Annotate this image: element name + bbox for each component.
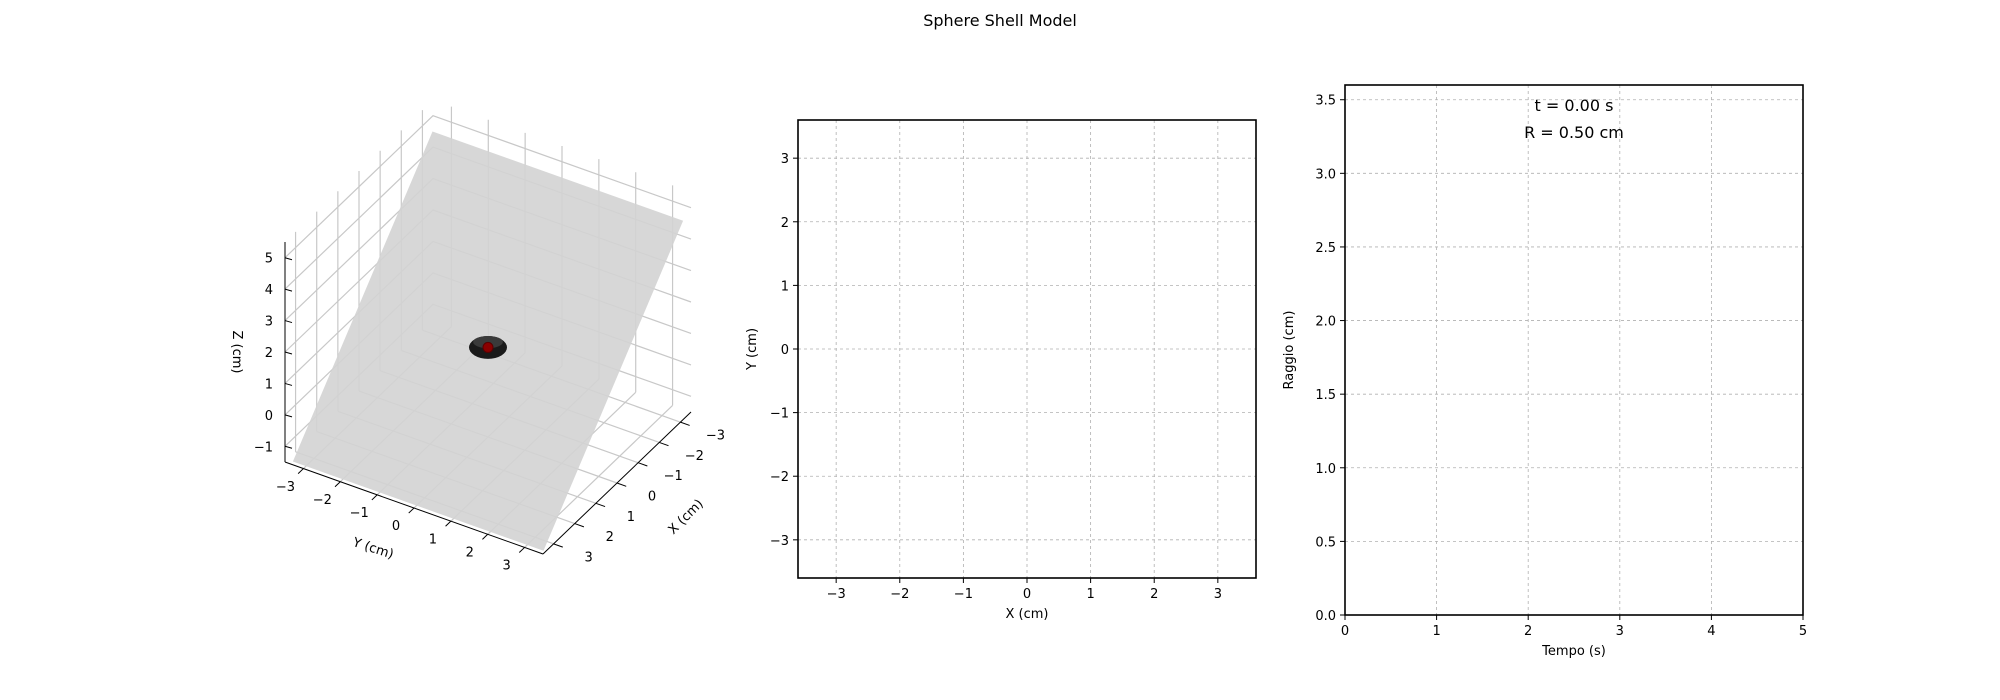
sphere-center-marker	[482, 341, 494, 353]
panel-xy-trajectory: −3 −2 −1 0 1 2 3 −3 −2 −1 0 1 2 3 X (cm) Y (cm)	[745, 119, 1257, 622]
x-tick-mark	[659, 441, 669, 447]
xy-ticks: −3 −2 −1 0 1 2 3 −3 −2 −1 0 1 2 3	[770, 152, 1222, 602]
y-tick-label: 0.0	[1315, 609, 1336, 624]
y-tick-mark	[445, 520, 452, 527]
radius-ticks: 0 1 2 3 4 5 0.0 0.5 1.0 1.5 2.0 2.5 3.0 3.5	[1315, 94, 1807, 639]
x-tick-label: 0	[1341, 624, 1349, 639]
y-tick-label: 1.0	[1315, 462, 1336, 477]
x-tick-label: 4	[1707, 624, 1715, 639]
y-tick-label: 2.5	[1315, 241, 1336, 256]
y-tick-label: 3.0	[1315, 167, 1336, 182]
radius-axes-frame	[1344, 84, 1804, 616]
x-tick-label: −1	[954, 587, 973, 602]
y-tick-label: 2	[466, 546, 474, 561]
z-tick-mark	[284, 288, 293, 292]
3d-y-axis-label: Y (cm)	[350, 535, 396, 563]
x-tick-label: 5	[1799, 624, 1807, 639]
radius-annotation: R = 0.50 cm	[1524, 123, 1624, 142]
x-tick-label: −1	[664, 469, 683, 484]
sphere-shell	[469, 336, 507, 359]
xy-axes-frame	[797, 119, 1257, 579]
y-tick-label: 3.5	[1315, 94, 1336, 109]
y-tick-label: −3	[770, 534, 789, 549]
z-tick-mark	[284, 414, 293, 418]
y-tick-label: 2	[781, 216, 789, 231]
z-tick-label: 1	[265, 377, 273, 392]
x-tick-label: 3	[584, 550, 592, 565]
y-tick-label: 0.5	[1315, 535, 1336, 550]
radius-y-axis-label: Raggio (cm)	[1282, 311, 1297, 390]
x-tick-mark	[574, 523, 585, 528]
z-tick-mark	[284, 351, 293, 355]
y-tick-label: −1	[350, 506, 369, 521]
y-tick-label: −1	[770, 407, 789, 422]
y-tick-label: 2.0	[1315, 315, 1336, 330]
y-tick-mark	[482, 533, 489, 540]
x-tick-label: 3	[1616, 624, 1624, 639]
y-tick-mark	[518, 547, 525, 553]
y-tick-label: 0	[781, 343, 789, 358]
y-tick-label: 3	[502, 559, 510, 574]
x-tick-label: −3	[706, 429, 725, 444]
x-tick-label: 1	[1086, 587, 1094, 602]
x-tick-mark	[595, 502, 606, 508]
time-annotation: t = 0.00 s	[1535, 96, 1614, 115]
y-tick-mark	[371, 494, 378, 501]
z-tick-label: −1	[254, 440, 273, 455]
y-tick-mark	[297, 468, 304, 475]
3d-x-axis-label: X (cm)	[666, 497, 707, 538]
figure-title: Sphere Shell Model	[923, 11, 1077, 30]
x-tick-mark	[616, 482, 627, 487]
x-tick-mark	[637, 462, 648, 467]
y-tick-label: 0	[392, 519, 400, 534]
x-tick-label: 3	[1214, 587, 1222, 602]
y-tick-label: 1.5	[1315, 388, 1336, 403]
x-tick-label: 2	[606, 530, 614, 545]
z-tick-label: 5	[265, 252, 273, 267]
x-tick-label: 2	[1150, 587, 1158, 602]
x-tick-label: 1	[627, 510, 635, 525]
z-tick-mark	[284, 382, 293, 386]
x-tick-mark	[553, 543, 563, 548]
z-tick-label: 2	[265, 346, 273, 361]
y-tick-label: 1	[781, 279, 789, 294]
radius-x-axis-label: Tempo (s)	[1541, 644, 1606, 659]
xy-y-axis-label: Y (cm)	[745, 328, 760, 371]
y-tick-label: 3	[781, 152, 789, 167]
x-tick-label: −2	[890, 587, 909, 602]
y-tick-label: −2	[770, 470, 789, 485]
x-tick-label: 2	[1524, 624, 1532, 639]
x-tick-label: 0	[648, 489, 656, 504]
z-tick-mark	[284, 257, 293, 261]
x-tick-label: −2	[685, 449, 704, 464]
x-tick-label: 1	[1432, 624, 1440, 639]
z-tick-label: 3	[265, 315, 273, 330]
z-tick-label: 4	[265, 283, 273, 298]
y-tick-label: 1	[429, 532, 437, 547]
z-tick-label: 0	[265, 409, 273, 424]
xy-gridlines	[798, 120, 1256, 578]
x-tick-mark	[680, 421, 690, 426]
y-tick-mark	[334, 481, 341, 488]
z-tick-mark	[284, 320, 293, 324]
panel-radius-time: 0 1 2 3 4 5 0.0 0.5 1.0 1.5 2.0 2.5 3.0 3.5 Tempo (s)…	[1282, 84, 1807, 659]
y-tick-label: −3	[276, 480, 295, 495]
x-tick-label: −3	[827, 587, 846, 602]
z-tick-mark	[284, 445, 293, 449]
radius-gridlines	[1344, 85, 1804, 616]
xy-x-axis-label: X (cm)	[1006, 607, 1049, 622]
y-tick-mark	[408, 507, 415, 514]
3d-z-axis-label: Z (cm)	[229, 331, 244, 374]
pane-gridline	[284, 115, 692, 259]
y-tick-label: −2	[313, 493, 332, 508]
x-tick-label: 0	[1023, 587, 1031, 602]
